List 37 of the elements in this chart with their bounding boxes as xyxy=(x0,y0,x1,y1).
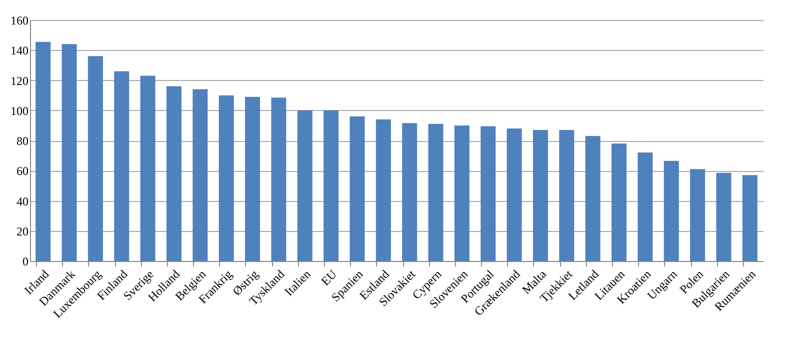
bar xyxy=(114,71,130,261)
y-tick-label: 100 xyxy=(10,104,28,118)
bar xyxy=(62,44,77,261)
bar xyxy=(245,96,260,261)
bar xyxy=(36,42,51,261)
bar xyxy=(559,130,574,261)
bar xyxy=(480,126,496,261)
bar xyxy=(297,110,312,261)
bar xyxy=(454,125,470,261)
y-tick-label: 140 xyxy=(10,44,28,58)
bar xyxy=(166,86,182,261)
y-tick-label: 60 xyxy=(16,164,28,178)
bar xyxy=(324,110,339,261)
bar xyxy=(664,160,679,261)
y-tick-label: 0 xyxy=(22,254,28,268)
y-tick-label: 120 xyxy=(10,74,28,88)
bar xyxy=(690,169,706,261)
bar xyxy=(742,175,758,261)
bar xyxy=(532,130,548,261)
y-tick-label: 160 xyxy=(10,14,28,28)
bar xyxy=(192,89,208,261)
y-tick-label: 20 xyxy=(16,224,28,238)
bar xyxy=(140,76,156,261)
bar xyxy=(638,152,653,261)
bar xyxy=(585,136,600,261)
y-tick-label: 40 xyxy=(16,194,28,208)
bar xyxy=(428,124,444,261)
bar xyxy=(218,95,234,261)
bar xyxy=(402,123,418,261)
y-tick-label: 80 xyxy=(16,134,28,148)
bar xyxy=(88,56,103,261)
bar xyxy=(271,98,286,261)
bar xyxy=(376,119,391,261)
bar xyxy=(506,128,522,261)
bar xyxy=(612,144,627,261)
bar xyxy=(350,116,365,261)
bar xyxy=(716,172,732,261)
